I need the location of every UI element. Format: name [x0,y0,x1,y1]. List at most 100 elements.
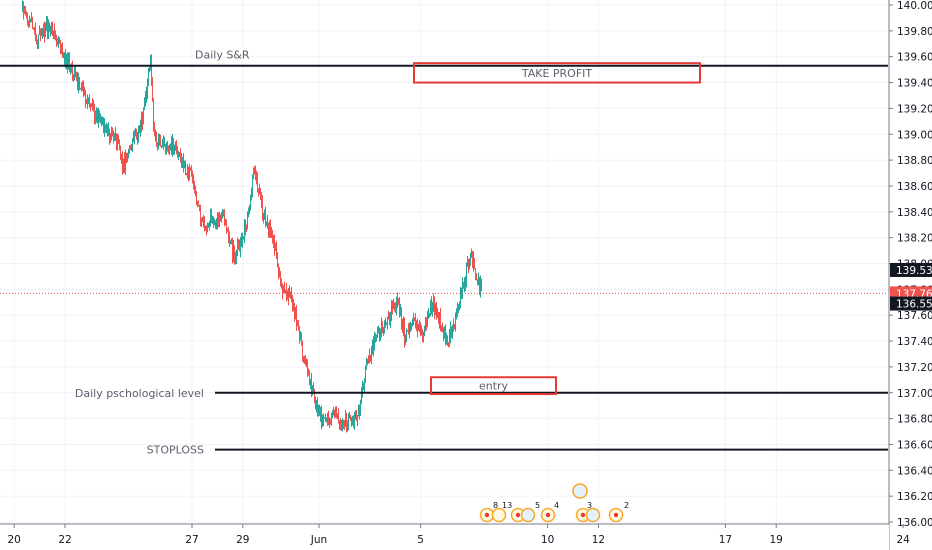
candle-body [320,412,321,416]
candle [180,148,181,163]
candle-body [416,324,417,332]
candle [409,322,410,339]
candle-body [303,356,304,359]
candle [33,27,34,30]
candle-body [299,327,300,339]
candle [254,165,255,175]
candle-body [32,22,33,29]
candle-body [245,225,246,229]
candle-body [397,298,398,301]
candle-body [275,248,276,251]
candle [354,411,355,431]
economic-events: 8 13 5 4 3 2 [479,483,629,523]
candle-body [113,135,114,140]
candle-body [409,326,410,334]
candle [277,251,278,268]
candle [122,151,123,175]
candle-body [139,126,140,132]
candle-body [402,324,403,332]
time-tick-label: 20 [8,534,21,546]
candle-body [285,289,286,291]
candle [383,326,384,336]
annotation-box [413,62,701,84]
candle [69,52,70,73]
candle [274,234,275,256]
candle-body [407,330,408,332]
candle [173,137,174,155]
candle-body [211,216,212,222]
candle-body [171,143,172,150]
price-axis[interactable]: 140.000 139.800 139.600 139.400 139.200 139.0… [888,0,932,550]
candle [357,414,358,427]
candle [266,221,267,227]
candle [320,406,321,422]
candle-body [40,30,41,36]
candle-body [152,78,153,101]
candle-body [49,26,50,30]
price-tick-label: 136.200 [897,491,932,503]
candle-body [380,334,381,336]
candle [343,419,344,429]
candle [151,54,152,86]
candle-body [254,170,255,172]
candle-body [351,420,352,426]
candle-body [129,148,130,153]
candle-body [466,264,467,281]
candle [146,86,147,103]
candle [331,412,332,427]
candle [188,166,189,182]
candle-body [400,310,401,314]
time-tick-label: 27 [185,534,198,546]
candle [371,346,372,365]
candle-body [268,227,269,232]
candle-body [199,206,200,208]
time-axis[interactable]: 20222729Jun5101217192426 [0,523,932,550]
event-dot [580,512,586,518]
candle [36,34,37,45]
candle-body [166,145,167,149]
candle [288,287,289,306]
candle-body [307,366,308,372]
candle-body [63,53,64,58]
candle [334,409,335,419]
candle-body [231,241,232,244]
candle [171,136,172,155]
candle-body [98,112,99,122]
candle-body [102,119,103,125]
candle-body [80,88,81,90]
time-tick-label: 12 [592,534,605,546]
flag-badge-uk [520,507,536,523]
candle [282,283,283,300]
candle [203,214,204,228]
candle-body [387,317,388,323]
candle [428,308,429,319]
candle [225,218,226,226]
candle-body [332,411,333,417]
time-tick-label: 24 [897,534,911,546]
candle [83,80,84,97]
candle [179,151,180,157]
candle-body [325,417,326,422]
candle [265,206,266,228]
candle [340,418,341,431]
candle-body [196,192,197,202]
candle [430,299,431,317]
grid-lines [0,0,904,530]
candle-body [454,324,455,326]
candle [435,302,436,316]
candle [424,325,425,337]
candle-body [279,272,280,276]
candle-body [329,420,330,423]
candle [450,321,451,344]
candle [181,152,182,168]
candle-body [69,59,70,71]
candle-body [420,325,421,332]
candle [309,370,310,386]
candle-body [165,144,166,149]
time-axis-background [0,524,889,550]
candle [289,285,290,298]
candle-body [455,314,456,326]
candle [398,298,399,306]
candle [382,321,383,334]
